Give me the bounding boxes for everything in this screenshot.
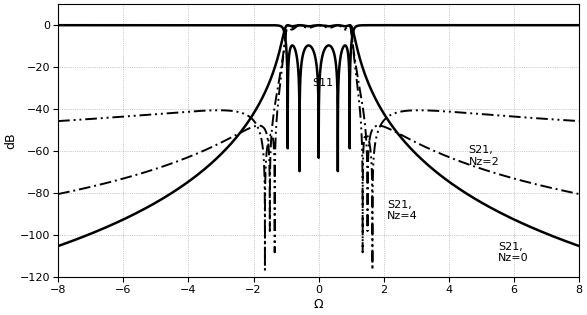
Text: S21,
Nz=4: S21, Nz=4	[387, 200, 418, 221]
Y-axis label: dB: dB	[4, 133, 17, 149]
Text: S11: S11	[312, 78, 333, 88]
Text: S21,
Nz=2: S21, Nz=2	[468, 145, 500, 167]
Text: S21,
Nz=0: S21, Nz=0	[498, 242, 528, 263]
X-axis label: Ω: Ω	[314, 298, 323, 311]
